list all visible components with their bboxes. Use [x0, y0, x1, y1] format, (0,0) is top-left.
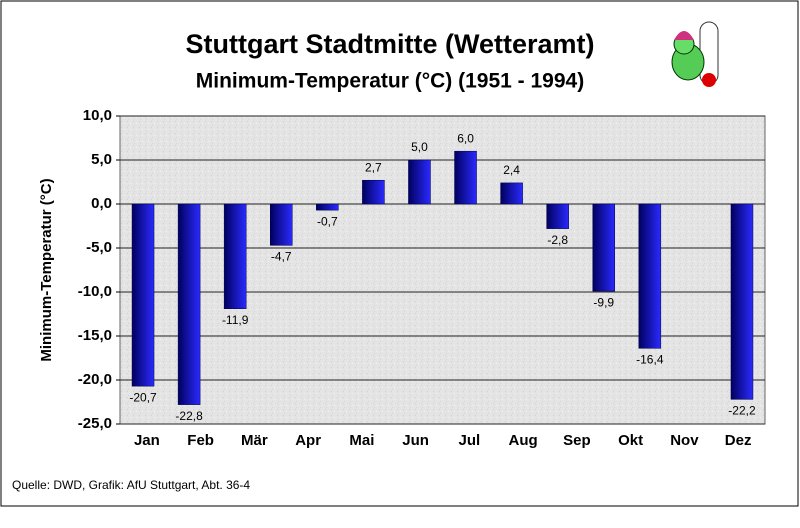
- y-axis-label: Minimum-Temperatur (°C): [38, 178, 55, 361]
- value-label: 2,7: [365, 160, 382, 174]
- y-tick-label: 5,0: [91, 151, 112, 168]
- bar: [638, 203, 662, 349]
- value-label: -22,2: [728, 404, 756, 418]
- bar: [500, 182, 523, 205]
- x-tick-label: Nov: [670, 432, 699, 449]
- x-tick-label: Dez: [725, 432, 752, 449]
- chart-subtitle: Minimum-Temperatur (°C) (1951 - 1994): [196, 70, 584, 93]
- x-tick-label: Okt: [618, 432, 643, 449]
- bar: [730, 203, 754, 400]
- value-label: -16,4: [636, 352, 664, 366]
- y-tick-label: -15,0: [78, 327, 112, 344]
- bar: [223, 203, 247, 309]
- x-tick-label: Mai: [349, 432, 374, 449]
- value-label: 6,0: [457, 131, 474, 145]
- y-tick-label: -10,0: [78, 283, 112, 300]
- y-tick-label: -20,0: [78, 371, 112, 388]
- x-tick-label: Mär: [241, 432, 268, 449]
- x-tick-label: Jul: [459, 432, 481, 449]
- bar: [408, 159, 431, 205]
- bar: [546, 203, 569, 229]
- bar: [177, 203, 201, 405]
- value-label: -20,7: [129, 390, 157, 404]
- chart-title: Stuttgart Stadtmitte (Wetteramt): [185, 29, 594, 59]
- source: Quelle: DWD, Grafik: AfU Stuttgart, Abt.…: [12, 478, 250, 492]
- mascot: [671, 21, 719, 87]
- bar: [454, 150, 477, 205]
- bar: [270, 203, 293, 246]
- bar: [362, 179, 385, 205]
- value-label: -4,7: [271, 250, 292, 264]
- y-tick-label: 10,0: [83, 107, 112, 124]
- bar: [131, 203, 155, 387]
- x-tick-label: Jan: [134, 432, 160, 449]
- x-tick-label: Apr: [295, 432, 321, 449]
- y-tick-label: 0,0: [91, 195, 112, 212]
- value-label: 2,4: [503, 163, 520, 177]
- value-label: -22,8: [175, 409, 203, 423]
- x-tick-label: Feb: [187, 432, 214, 449]
- value-label: -0,7: [317, 214, 338, 228]
- y-tick-label: -5,0: [86, 239, 112, 256]
- value-label: -11,9: [222, 313, 249, 327]
- value-label: 5,0: [411, 140, 428, 154]
- value-label: -9,9: [593, 295, 614, 309]
- bar: [592, 203, 615, 292]
- x-tick-label: Jun: [402, 432, 429, 449]
- value-label: -2,8: [547, 233, 568, 247]
- y-tick-label: -25,0: [78, 415, 112, 432]
- plot-area: [119, 115, 766, 425]
- x-tick-label: Sep: [563, 432, 591, 449]
- bar: [316, 203, 339, 211]
- x-tick-label: Aug: [509, 432, 538, 449]
